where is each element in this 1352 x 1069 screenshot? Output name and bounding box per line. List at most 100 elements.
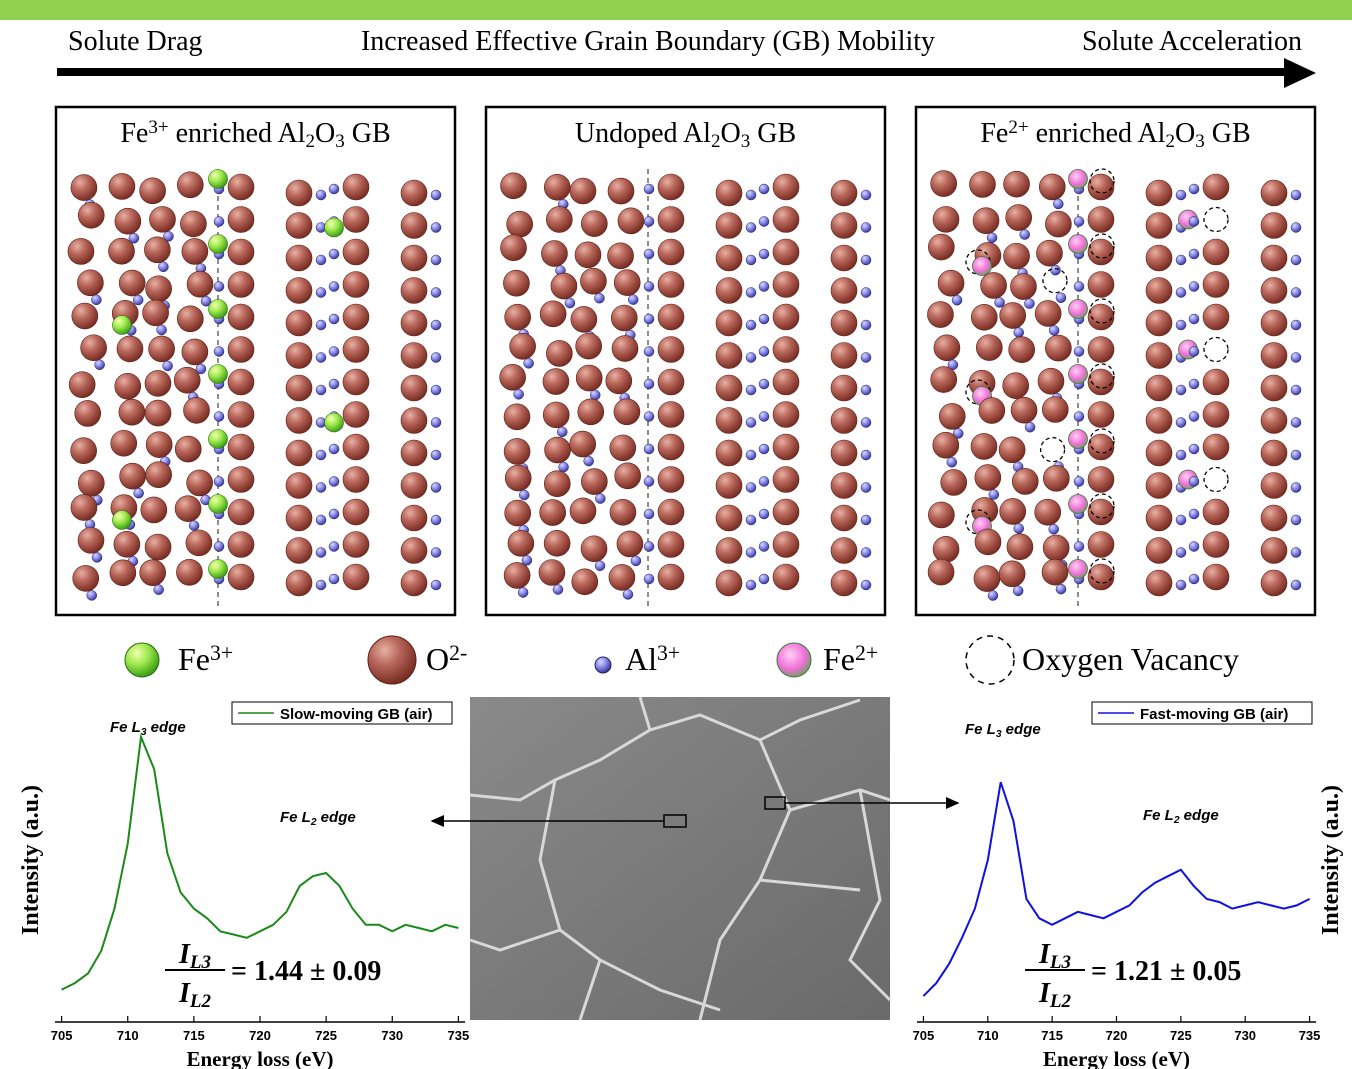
oxygen-ion: [831, 310, 857, 336]
aluminum-ion: [595, 494, 605, 504]
oxygen-ion: [140, 560, 166, 586]
panel-title: Fe2+ enriched Al2O3 GB: [980, 117, 1250, 151]
oxygen-ion: [1043, 465, 1069, 491]
aluminum-ion: [1025, 422, 1035, 432]
aluminum-ion: [988, 591, 998, 601]
x-tick-label: 735: [1299, 1028, 1321, 1043]
oxygen-ion: [1261, 473, 1287, 499]
oxygen-ion: [933, 206, 959, 232]
oxygen-ion: [831, 473, 857, 499]
oxygen-ion: [971, 304, 997, 330]
aluminum-ion: [316, 320, 326, 330]
oxygen-ion: [1088, 532, 1114, 558]
panel-title-text: O: [1175, 118, 1195, 149]
aluminum-ion: [214, 542, 224, 552]
oxygen-ion: [401, 375, 427, 401]
aluminum-ion: [644, 282, 654, 292]
oxygen-ion: [71, 175, 97, 201]
aluminum-ion: [759, 282, 769, 292]
aluminum-ion: [947, 457, 957, 467]
oxygen-ion: [286, 538, 312, 564]
oxygen-ion: [1261, 375, 1287, 401]
oxygen-ion: [286, 213, 312, 239]
oxygen-ion: [773, 337, 799, 363]
oxygen-ion: [182, 339, 208, 365]
oxygen-ion: [1042, 559, 1068, 585]
oxygen-ion: [1146, 375, 1172, 401]
aluminum-ion: [91, 295, 101, 305]
aluminum-ion: [1189, 477, 1199, 487]
oxygen-ion: [1146, 570, 1172, 596]
oxygen-ion: [228, 564, 254, 590]
aluminum-ion: [559, 462, 569, 472]
fe3-ion: [209, 430, 228, 449]
fe2-ion: [1069, 235, 1088, 254]
aluminum-ion: [1056, 293, 1066, 303]
oxygen-ion: [1000, 498, 1026, 524]
legend-label: Fe2+: [823, 641, 878, 677]
aluminum-ion: [214, 282, 224, 292]
panel-title-sub: 2: [711, 131, 721, 152]
aluminum-ion: [644, 314, 654, 324]
oxygen-ion: [658, 532, 684, 558]
aluminum-ion: [861, 255, 871, 265]
aluminum-ion: [759, 509, 769, 519]
aluminum-ion: [746, 580, 756, 590]
oxygen-ion: [551, 273, 577, 299]
aluminum-ion: [594, 293, 604, 303]
aluminum-ion: [329, 379, 339, 389]
oxygen-ion: [975, 465, 1001, 491]
fe3-ion: [209, 560, 228, 579]
aluminum-ion: [431, 483, 441, 493]
oxygen-ion: [1203, 402, 1229, 428]
oxygen-ion: [658, 434, 684, 460]
aluminum-ion: [1189, 184, 1199, 194]
panel-title-sub: 3: [1195, 131, 1205, 152]
oxygen-ion: [773, 207, 799, 233]
aluminum-ion: [746, 255, 756, 265]
edge-annotation-text: Fe L: [1143, 807, 1174, 824]
oxygen-ion: [658, 304, 684, 330]
oxygen-ion: [505, 500, 531, 526]
oxygen-ion: [716, 408, 742, 434]
oxygen-ion: [146, 432, 172, 458]
oxygen-ion: [971, 433, 997, 459]
aluminum-ion: [1189, 444, 1199, 454]
oxygen-ion: [831, 245, 857, 271]
aluminum-ion: [1074, 217, 1084, 227]
oxygen-ion: [182, 238, 208, 264]
aluminum-ion: [1291, 353, 1301, 363]
legend-aluminum: [595, 657, 611, 673]
oxygen-ion: [1203, 499, 1229, 525]
aluminum-ion: [584, 456, 594, 466]
oxygen-ion: [401, 505, 427, 531]
oxygen-ion: [286, 278, 312, 304]
oxygen-vacancy: [1041, 438, 1065, 462]
oxygen-ion: [544, 174, 570, 200]
oxygen-ion: [184, 397, 210, 423]
oxygen-ion: [186, 530, 212, 556]
aluminum-ion: [431, 450, 441, 460]
oxygen-ion: [140, 178, 166, 204]
ratio-numerator: IL3: [1038, 939, 1071, 973]
oxygen-ion: [1261, 538, 1287, 564]
oxygen-ion: [831, 408, 857, 434]
aluminum-ion: [861, 385, 871, 395]
panel-title: Fe3+ enriched Al2O3 GB: [120, 117, 390, 151]
edge-annotation: Fe L3 edge: [965, 721, 1041, 740]
panel-title-text: enriched Al: [169, 118, 306, 149]
x-tick-label: 705: [913, 1028, 935, 1043]
aluminum-ion: [134, 488, 144, 498]
x-tick-label: 730: [1234, 1028, 1256, 1043]
oxygen-ion: [931, 367, 957, 393]
oxygen-ion: [228, 499, 254, 525]
oxygen-ion: [773, 174, 799, 200]
aluminum-ion: [316, 353, 326, 363]
oxygen-ion: [72, 303, 98, 329]
oxygen-ion: [543, 369, 569, 395]
oxygen-ion: [1203, 434, 1229, 460]
oxygen-ion: [831, 180, 857, 206]
oxygen-ion: [618, 208, 644, 234]
aluminum-ion: [861, 450, 871, 460]
oxygen-ion: [773, 239, 799, 265]
